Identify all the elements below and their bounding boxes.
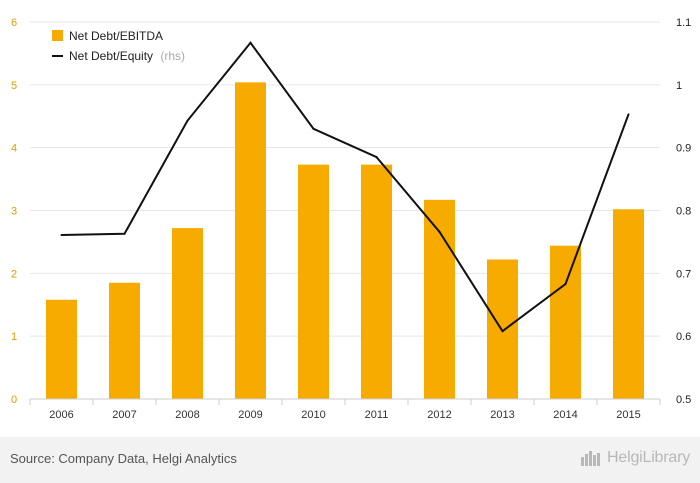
bar-series-net-debt-ebitda bbox=[46, 82, 644, 399]
y-left-tick-label: 6 bbox=[11, 17, 17, 29]
source-note: Source: Company Data, Helgi Analytics bbox=[10, 451, 237, 466]
footer: Source: Company Data, Helgi Analytics He… bbox=[0, 437, 700, 483]
line-point-2014 bbox=[564, 283, 567, 286]
x-tick-label: 2009 bbox=[238, 409, 262, 421]
brand-logo: HelgiLibrary bbox=[580, 449, 690, 467]
bar-2012 bbox=[424, 199, 455, 399]
y-left-tick-label: 5 bbox=[11, 80, 17, 92]
bar-2007 bbox=[109, 282, 140, 399]
bar-2009 bbox=[235, 82, 266, 399]
y-right-tick-label: 0.6 bbox=[676, 331, 691, 343]
brand-name: HelgiLibrary bbox=[607, 449, 690, 466]
bar-2010 bbox=[298, 164, 329, 399]
x-tick-label: 2015 bbox=[616, 409, 640, 421]
axes: 0 1 2 3 4 5 6 0.5 0.6 0.7 0.8 0.9 1 1.1 2006 2007 2008 20… bbox=[11, 17, 691, 421]
line-point-2007 bbox=[123, 232, 126, 235]
x-tick-label: 2007 bbox=[112, 409, 136, 421]
helgi-library-logo-icon bbox=[581, 451, 601, 466]
svg-text:Net Debt/Equity (rhs): Net Debt/Equity (rhs) bbox=[69, 49, 185, 63]
line-point-2015 bbox=[627, 113, 630, 116]
legend-swatch-net-debt-ebitda bbox=[52, 30, 63, 41]
line-point-2013 bbox=[501, 330, 504, 333]
x-tick-label: 2006 bbox=[49, 409, 73, 421]
bar-2013 bbox=[487, 259, 518, 399]
y-right-tick-label: 0.5 bbox=[676, 394, 691, 406]
line-point-2010 bbox=[312, 127, 315, 130]
line-series-net-debt-equity bbox=[60, 41, 630, 333]
combo-chart: 0 1 2 3 4 5 6 0.5 0.6 0.7 0.8 0.9 1 1.1 2006 2007 2008 20… bbox=[11, 17, 691, 421]
legend-label-net-debt-ebitda: Net Debt/EBITDA bbox=[69, 29, 163, 43]
legend-label-rhs-suffix: (rhs) bbox=[160, 49, 185, 63]
y-right-tick-label: 0.8 bbox=[676, 206, 691, 218]
x-tick-label: 2008 bbox=[175, 409, 199, 421]
y-right-tick-label: 0.7 bbox=[676, 268, 691, 280]
bar-2006 bbox=[46, 299, 77, 399]
x-tick-label: 2012 bbox=[427, 409, 451, 421]
line-point-2006 bbox=[60, 234, 63, 237]
x-tick-label: 2013 bbox=[490, 409, 514, 421]
bar-2014 bbox=[550, 245, 581, 399]
net-debt-equity-line bbox=[61, 41, 630, 333]
x-tick-label: 2014 bbox=[553, 409, 577, 421]
bar-2008 bbox=[172, 228, 203, 399]
line-point-2012 bbox=[438, 230, 441, 233]
line-point-2009 bbox=[249, 41, 252, 44]
y-left-tick-label: 4 bbox=[11, 143, 17, 155]
x-tick-label: 2011 bbox=[365, 409, 389, 421]
line-point-2008 bbox=[186, 119, 189, 122]
y-left-tick-label: 0 bbox=[11, 394, 17, 406]
line-point-2011 bbox=[375, 156, 378, 159]
y-left-tick-label: 1 bbox=[11, 331, 17, 343]
legend: Net Debt/EBITDA Net Debt/Equity (rhs) bbox=[52, 29, 185, 63]
y-right-tick-label: 1.1 bbox=[676, 17, 691, 29]
bar-2011 bbox=[361, 164, 392, 399]
legend-label-net-debt-equity: Net Debt/Equity bbox=[69, 49, 153, 63]
y-left-tick-label: 3 bbox=[11, 206, 17, 218]
bar-2015 bbox=[613, 209, 644, 399]
x-tick-label: 2010 bbox=[301, 409, 325, 421]
y-left-tick-label: 2 bbox=[11, 268, 17, 280]
y-right-tick-label: 1 bbox=[676, 80, 682, 92]
y-right-tick-label: 0.9 bbox=[676, 143, 691, 155]
